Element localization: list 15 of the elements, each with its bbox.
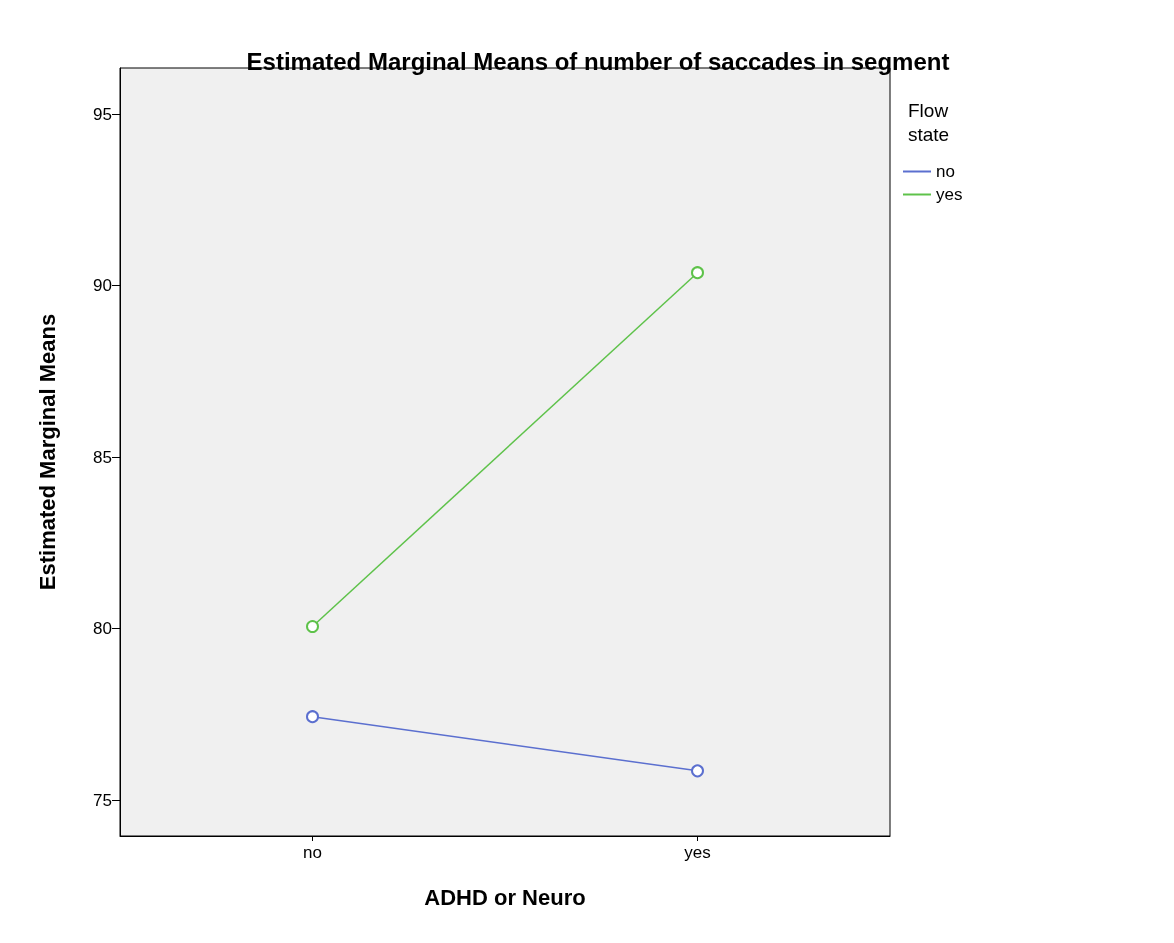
y-tick-label: 80 <box>93 619 112 639</box>
y-tick-label: 90 <box>93 276 112 296</box>
chart-title: Estimated Marginal Means of number of saccades in segment <box>246 47 950 75</box>
point <box>306 710 319 724</box>
point <box>691 764 704 778</box>
y-tick-label: 75 <box>93 790 112 810</box>
point <box>306 620 319 634</box>
legend-title: Flow state <box>908 99 954 145</box>
point <box>691 266 704 280</box>
legend-label: no <box>936 162 955 181</box>
y-tick-label: 95 <box>93 104 112 124</box>
legend-label: yes <box>936 185 963 204</box>
y-tick-label: 85 <box>93 447 112 467</box>
x-axis-title: ADHD or Neuro <box>424 884 586 910</box>
y-axis-title: Estimated Marginal Means <box>34 313 60 591</box>
